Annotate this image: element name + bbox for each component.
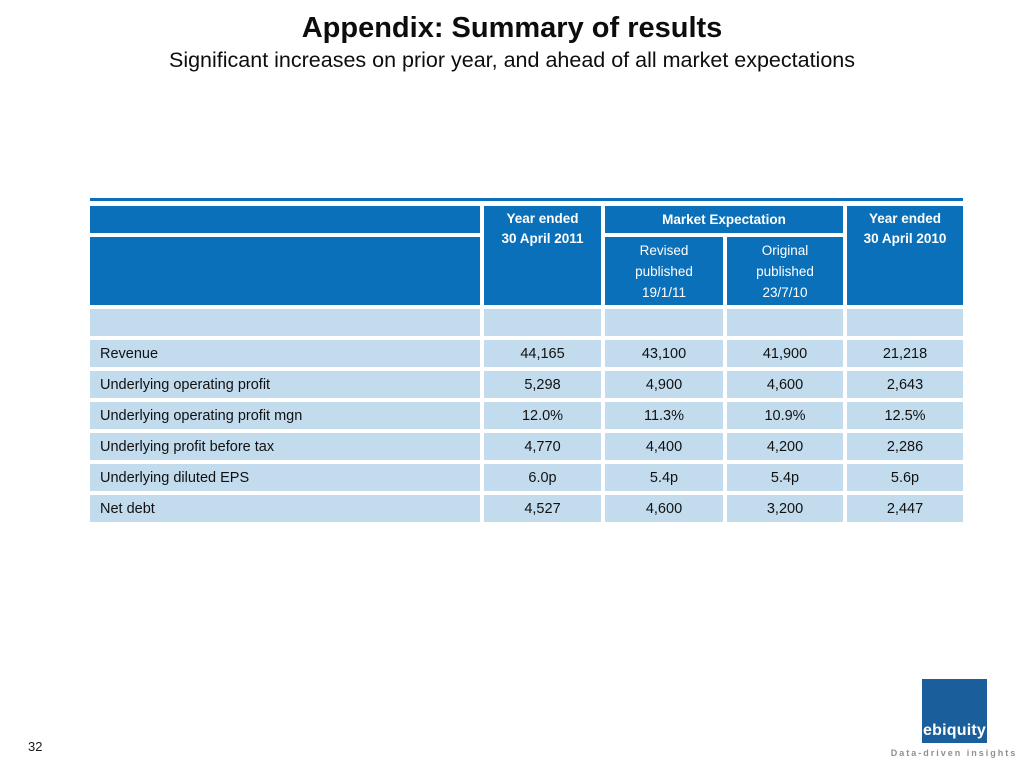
cell-value: 5.4p bbox=[727, 464, 844, 491]
header-year-ended-2010-line1: Year ended bbox=[868, 211, 942, 226]
header-original-line3: 23/7/10 bbox=[762, 284, 808, 300]
cell-value: 3,200 bbox=[727, 495, 844, 522]
cell-value: 4,600 bbox=[727, 371, 844, 398]
row-label: Revenue bbox=[90, 340, 480, 367]
spacer-cell bbox=[90, 309, 480, 336]
cell-value: 12.5% bbox=[847, 402, 964, 429]
cell-value: 2,286 bbox=[847, 433, 964, 460]
header-revised-line2: published bbox=[635, 263, 693, 279]
cell-value: 43,100 bbox=[605, 340, 723, 367]
ebiquity-wordmark: ebiquity bbox=[923, 722, 986, 739]
cell-value: 4,200 bbox=[727, 433, 844, 460]
cell-value: 12.0% bbox=[484, 402, 601, 429]
cell-value: 4,600 bbox=[605, 495, 723, 522]
cell-value: 21,218 bbox=[847, 340, 964, 367]
cell-value: 6.0p bbox=[484, 464, 601, 491]
results-table: Year ended 30 April 2011 Market Expectat… bbox=[86, 202, 967, 526]
header-revised-line1: Revised bbox=[639, 242, 689, 258]
cell-value: 10.9% bbox=[727, 402, 844, 429]
table-row-net-debt: Net debt 4,527 4,600 3,200 2,447 bbox=[90, 495, 964, 522]
header-rowlabel-band bbox=[90, 206, 480, 233]
cell-value: 2,643 bbox=[847, 371, 964, 398]
table-row-underlying-diluted-eps: Underlying diluted EPS 6.0p 5.4p 5.4p 5.… bbox=[90, 464, 964, 491]
ebiquity-logo: ebiquity bbox=[922, 679, 987, 743]
header-rowlabel-block bbox=[90, 237, 480, 305]
title-block: Appendix: Summary of results Significant… bbox=[0, 12, 1024, 74]
cell-value: 5.6p bbox=[847, 464, 964, 491]
row-label: Net debt bbox=[90, 495, 480, 522]
table-row-underlying-profit-before-tax: Underlying profit before tax 4,770 4,400… bbox=[90, 433, 964, 460]
spacer-cell bbox=[847, 309, 964, 336]
header-original-line1: Original bbox=[761, 242, 809, 258]
header-revised-published: Revised published 19/1/11 bbox=[605, 237, 723, 305]
header-market-expectation: Market Expectation bbox=[605, 206, 844, 233]
cell-value: 5,298 bbox=[484, 371, 601, 398]
table-row-underlying-operating-profit-mgn: Underlying operating profit mgn 12.0% 11… bbox=[90, 402, 964, 429]
page-subtitle: Significant increases on prior year, and… bbox=[168, 48, 855, 73]
cell-value: 41,900 bbox=[727, 340, 844, 367]
row-label: Underlying operating profit bbox=[90, 371, 480, 398]
header-row-2: Revised published 19/1/11 Original publi… bbox=[90, 237, 963, 305]
spacer-cell bbox=[727, 309, 844, 336]
cell-value: 5.4p bbox=[605, 464, 723, 491]
header-original-published: Original published 23/7/10 bbox=[727, 237, 844, 305]
cell-value: 4,527 bbox=[484, 495, 601, 522]
table-top-rule bbox=[90, 198, 963, 201]
spacer-cell bbox=[605, 309, 723, 336]
header-year-ended-2011-line2: 30 April 2011 bbox=[501, 231, 584, 246]
row-label: Underlying operating profit mgn bbox=[90, 402, 480, 429]
spacer-cell bbox=[484, 309, 601, 336]
table-row-underlying-operating-profit: Underlying operating profit 5,298 4,900 … bbox=[90, 371, 964, 398]
header-year-ended-2010-line2: 30 April 2010 bbox=[863, 231, 947, 246]
cell-value: 4,900 bbox=[605, 371, 723, 398]
cell-value: 44,165 bbox=[484, 340, 601, 367]
cell-value: 2,447 bbox=[847, 495, 964, 522]
page-number: 32 bbox=[28, 739, 43, 754]
header-original-line2: published bbox=[756, 263, 814, 279]
row-label: Underlying profit before tax bbox=[90, 433, 480, 460]
header-year-ended-2010: Year ended 30 April 2010 bbox=[847, 206, 964, 305]
row-label: Underlying diluted EPS bbox=[90, 464, 480, 491]
header-revised-line3: 19/1/11 bbox=[641, 284, 687, 300]
page-title: Appendix: Summary of results bbox=[301, 12, 723, 44]
cell-value: 4,400 bbox=[605, 433, 723, 460]
logo-tagline: Data-driven insights bbox=[890, 748, 1018, 758]
header-row-1: Year ended 30 April 2011 Market Expectat… bbox=[90, 206, 964, 305]
spacer-row bbox=[90, 309, 964, 336]
cell-value: 11.3% bbox=[605, 402, 723, 429]
header-year-ended-2011: Year ended 30 April 2011 bbox=[484, 206, 601, 305]
table-row-revenue: Revenue 44,165 43,100 41,900 21,218 bbox=[90, 340, 964, 367]
header-year-ended-2011-line1: Year ended bbox=[506, 211, 579, 226]
cell-value: 4,770 bbox=[484, 433, 601, 460]
